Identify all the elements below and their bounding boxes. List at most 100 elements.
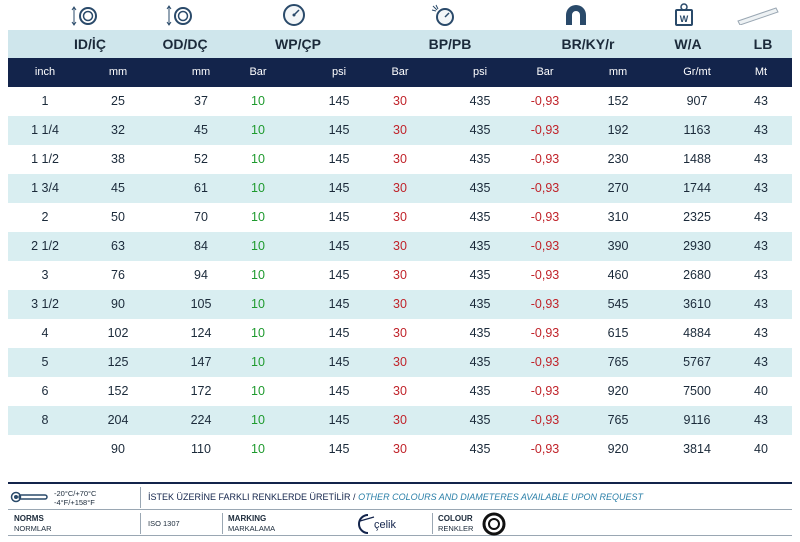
cell-lb: 43 <box>754 94 768 108</box>
celik-logo: çelik <box>354 513 424 535</box>
cell-bp-bar: 30 <box>393 123 407 137</box>
cell-lb: 43 <box>754 152 768 166</box>
cell-bp-psi: 435 <box>469 297 491 311</box>
table-body: 1 25 37 10 145 30 435 -0,93 152 907 43 1 1/4 32 45 10 1… <box>8 87 792 464</box>
unit-bp-bar: Bar <box>391 66 409 78</box>
unit-br-mm: mm <box>608 66 628 78</box>
header-wa: W/A <box>674 36 702 52</box>
weight-icon: W <box>668 2 700 28</box>
cell-wp-psi: 145 <box>328 152 350 166</box>
cell-wp-bar: 10 <box>251 413 265 427</box>
cell-id-mm: 90 <box>111 297 125 311</box>
cell-lb: 43 <box>754 297 768 311</box>
cell-wp-bar: 10 <box>251 268 265 282</box>
cell-od-mm: 124 <box>190 326 212 340</box>
cell-br-mm: 310 <box>607 210 629 224</box>
cell-wa: 3610 <box>683 297 711 311</box>
cell-wp-psi: 145 <box>328 210 350 224</box>
notice-english: OTHER COLOURS AND DIAMETERES AVAILABLE U… <box>358 492 643 502</box>
cell-bp-psi: 435 <box>469 442 491 456</box>
cell-wp-bar: 10 <box>251 239 265 253</box>
table-row: 3 76 94 10 145 30 435 -0,93 460 2680 43 <box>8 261 792 290</box>
cell-wp-psi: 145 <box>328 384 350 398</box>
cell-id-mm: 76 <box>111 268 125 282</box>
cell-wp-bar: 10 <box>251 384 265 398</box>
cell-id-mm: 32 <box>111 123 125 137</box>
table-row: 8 204 224 10 145 30 435 -0,93 765 9116 43 <box>8 406 792 435</box>
table-row: 1 1/4 32 45 10 145 30 435 -0,93 192 1163 43 <box>8 116 792 145</box>
cell-br-bar: -0,93 <box>530 210 560 224</box>
cell-wa: 907 <box>686 94 708 108</box>
cell-br-mm: 765 <box>607 413 629 427</box>
cell-od-mm: 52 <box>194 152 208 166</box>
norms-value: ISO 1307 <box>148 519 180 528</box>
outer-diameter-icon <box>165 2 197 28</box>
cell-bp-psi: 435 <box>469 384 491 398</box>
cell-br-mm: 765 <box>607 355 629 369</box>
cell-inch: 1 3/4 <box>31 181 59 195</box>
cell-id-mm: 204 <box>107 413 129 427</box>
unit-od-mm: mm <box>191 66 211 78</box>
cell-bp-bar: 30 <box>393 297 407 311</box>
table-row: 90 110 10 145 30 435 -0,93 920 3814 40 <box>8 435 792 464</box>
norms-label-tr: NORMLAR <box>14 524 52 533</box>
cell-od-mm: 172 <box>190 384 212 398</box>
cell-br-mm: 270 <box>607 181 629 195</box>
cell-bp-bar: 30 <box>393 326 407 340</box>
cell-wp-psi: 145 <box>328 123 350 137</box>
unit-id-mm: mm <box>108 66 128 78</box>
header-id: ID/İÇ <box>74 36 106 52</box>
cell-wa: 2680 <box>683 268 711 282</box>
table-row: 2 50 70 10 145 30 435 -0,93 310 2325 43 <box>8 203 792 232</box>
cell-wp-psi: 145 <box>328 326 350 340</box>
cell-lb: 43 <box>754 326 768 340</box>
cell-wp-bar: 10 <box>251 94 265 108</box>
cell-bp-bar: 30 <box>393 152 407 166</box>
cell-br-bar: -0,93 <box>530 326 560 340</box>
cell-wa: 2930 <box>683 239 711 253</box>
table-row: 3 1/2 90 105 10 145 30 435 -0,93 545 3610 43 <box>8 290 792 319</box>
cell-od-mm: 37 <box>194 94 208 108</box>
table-header-row: ID/İÇ OD/DÇ WP/ÇP BP/PB BR/KY/r W/A LB <box>8 30 792 58</box>
cell-wa: 5767 <box>683 355 711 369</box>
cell-od-mm: 45 <box>194 123 208 137</box>
cell-inch <box>20 435 70 464</box>
cell-bp-bar: 30 <box>393 239 407 253</box>
unit-wp-bar: Bar <box>249 66 267 78</box>
cell-bp-bar: 30 <box>393 355 407 369</box>
cell-bp-bar: 30 <box>393 268 407 282</box>
temperature-celsius: -20°C/+70°C <box>54 489 97 498</box>
cell-inch: 2 <box>41 210 49 224</box>
cell-bp-bar: 30 <box>393 94 407 108</box>
cell-od-mm: 61 <box>194 181 208 195</box>
norms-label: NORMS <box>14 514 44 523</box>
cell-wp-psi: 145 <box>328 181 350 195</box>
header-lb: LB <box>753 36 773 52</box>
footer-specs-row: NORMS NORMLAR ISO 1307 MARKING MARKALAMA… <box>8 509 792 536</box>
cell-wa: 1163 <box>683 123 711 137</box>
cell-br-bar: -0,93 <box>530 384 560 398</box>
cell-br-bar: -0,93 <box>530 442 560 456</box>
table-row: 1 1/2 38 52 10 145 30 435 -0,93 230 1488 43 <box>8 145 792 174</box>
colour-label: COLOUR <box>438 514 473 523</box>
cell-lb: 43 <box>754 181 768 195</box>
cell-br-mm: 545 <box>607 297 629 311</box>
cell-bp-psi: 435 <box>469 181 491 195</box>
cell-wp-psi: 145 <box>328 413 350 427</box>
temperature-fahrenheit: -4°F/+158°F <box>54 498 95 507</box>
burst-pressure-icon <box>428 2 460 28</box>
cell-inch: 8 <box>41 413 49 427</box>
cell-od-mm: 84 <box>194 239 208 253</box>
cell-wp-psi: 145 <box>328 297 350 311</box>
cell-br-bar: -0,93 <box>530 413 560 427</box>
cell-lb: 43 <box>754 210 768 224</box>
cell-od-mm: 70 <box>194 210 208 224</box>
cell-lb: 43 <box>754 123 768 137</box>
header-br: BR/KY/r <box>561 36 615 52</box>
header-wp: WP/ÇP <box>275 36 321 52</box>
table-row: 5 125 147 10 145 30 435 -0,93 765 5767 43 <box>8 348 792 377</box>
cell-br-mm: 192 <box>607 123 629 137</box>
cell-lb: 40 <box>754 384 768 398</box>
cell-inch: 3 <box>41 268 49 282</box>
cell-bp-bar: 30 <box>393 413 407 427</box>
